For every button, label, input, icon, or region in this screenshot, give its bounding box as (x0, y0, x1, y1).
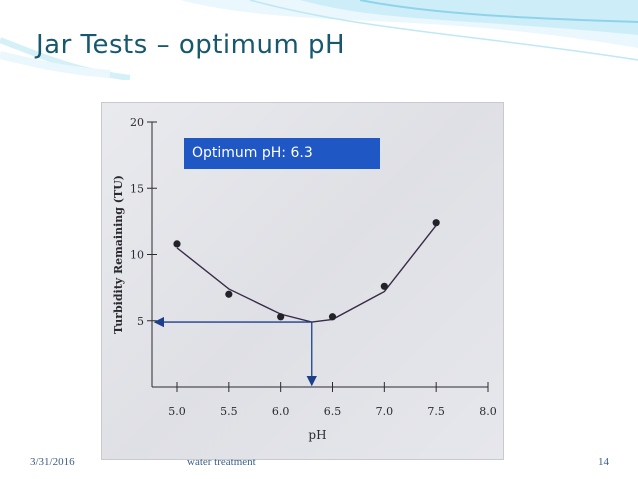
x-tick-label: 7.5 (427, 405, 445, 418)
x-tick-label: 8.0 (479, 405, 497, 418)
data-point (380, 282, 388, 290)
data-point (173, 240, 181, 248)
x-tick-label: 6.5 (324, 405, 342, 418)
data-point (225, 290, 233, 298)
chart-photo: 5 10 15 20 5.0 5.5 6.0 6.5 7.0 7.5 8.0 pH Turbidity … (101, 102, 504, 460)
footer-date: 3/31/2016 (30, 456, 75, 468)
y-axis-label: Turbidity Remaining (TU) (112, 175, 125, 334)
header-waves-decoration (0, 0, 638, 80)
x-tick-label: 5.0 (168, 405, 186, 418)
data-point (277, 313, 285, 321)
y-tick-label: 15 (130, 182, 144, 195)
turbidity-chart: 5 10 15 20 5.0 5.5 6.0 6.5 7.0 7.5 8.0 pH Turbidity … (112, 116, 497, 442)
optimum-ph-callout: Optimum pH: 6.3 (184, 138, 380, 169)
fit-curve (176, 224, 437, 323)
x-tick-label: 6.0 (272, 405, 290, 418)
y-tick-label: 20 (130, 116, 144, 129)
y-tick-label: 10 (130, 249, 144, 262)
y-tick-label: 5 (137, 315, 144, 328)
slide-number: 14 (598, 456, 609, 468)
data-point (432, 219, 440, 227)
slide-title: Jar Tests – optimum pH (36, 30, 346, 60)
footer-title: water treatment (187, 456, 256, 468)
x-axis-label: pH (308, 428, 326, 442)
x-tick-label: 5.5 (220, 405, 238, 418)
data-point (328, 313, 337, 321)
x-tick-label: 7.0 (376, 405, 394, 418)
